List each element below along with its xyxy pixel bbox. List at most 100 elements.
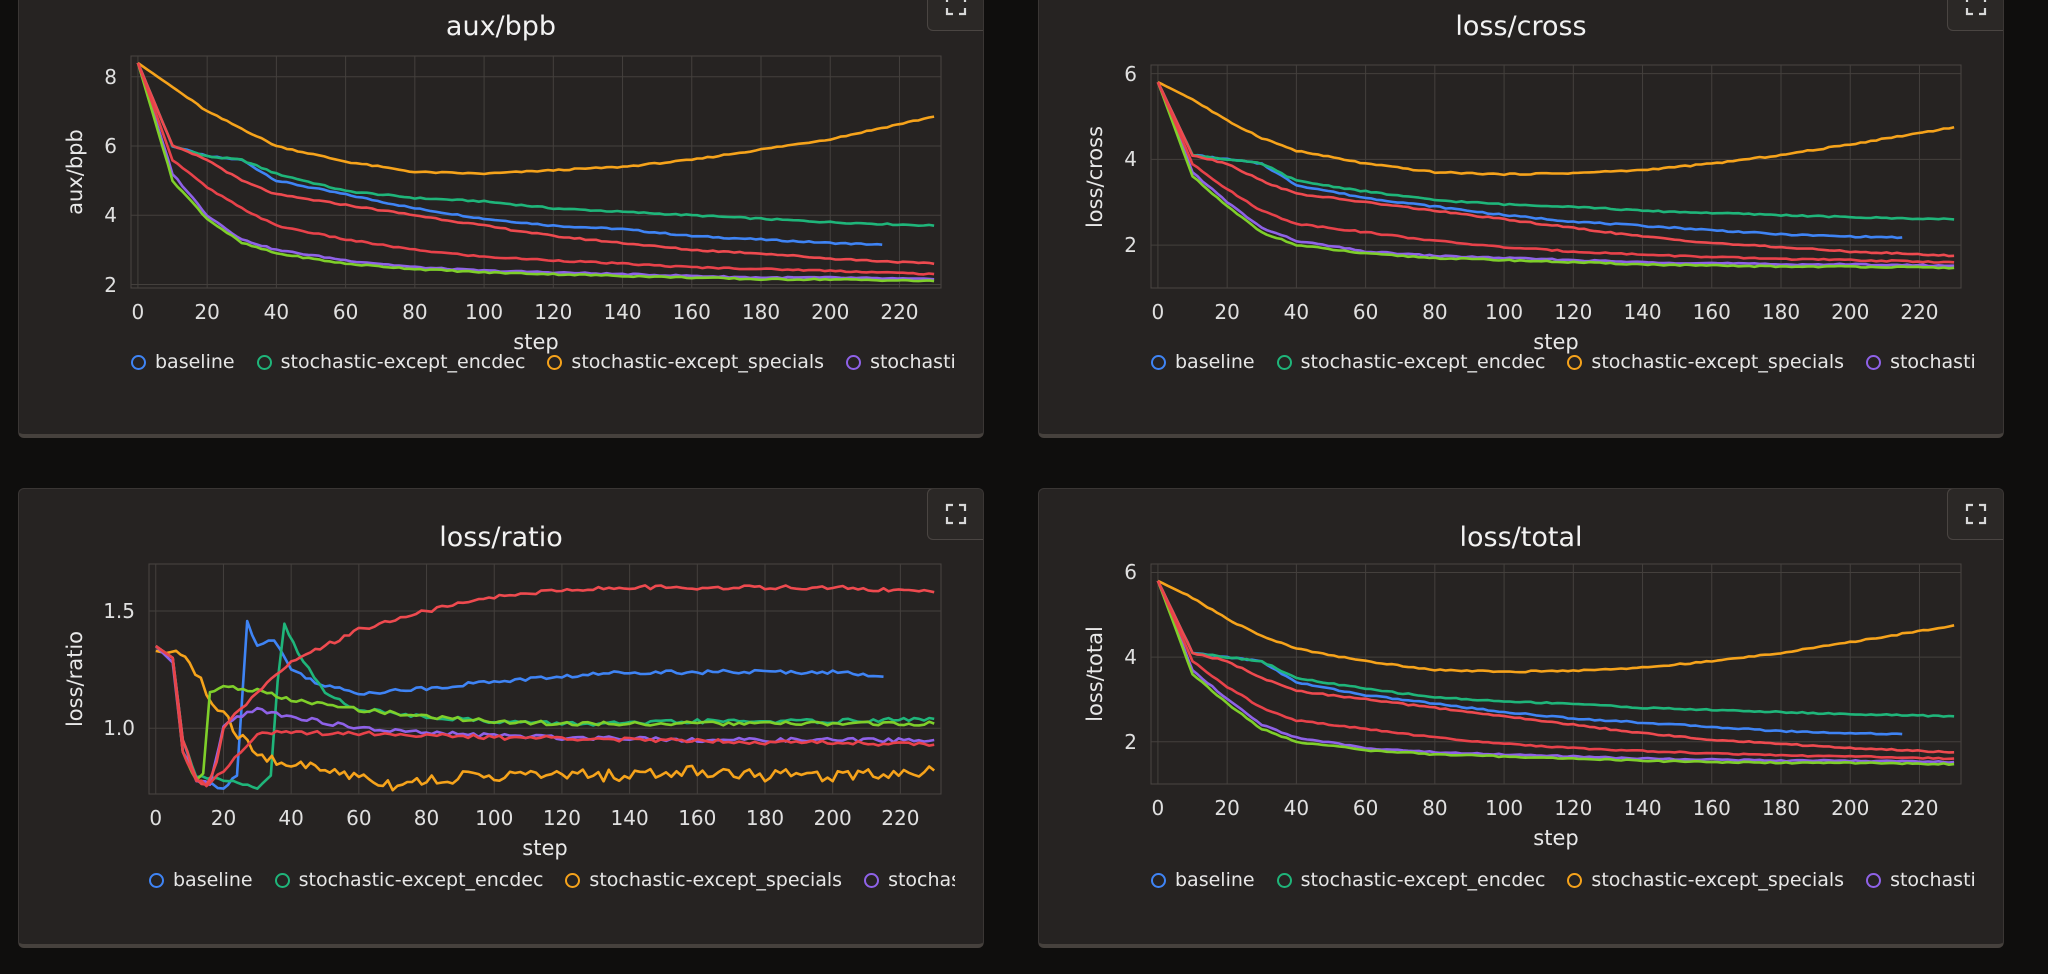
series-line — [137, 61, 935, 176]
legend-item[interactable]: stochastic-except_encdec — [1276, 869, 1545, 891]
series-line — [136, 62, 935, 281]
legend-label: stochastic-except_specials — [1591, 869, 1845, 891]
series-line — [136, 62, 935, 227]
x-tick-label: 100 — [475, 806, 514, 830]
expand-button[interactable] — [1947, 489, 2003, 540]
legend-item[interactable]: baseline — [131, 351, 235, 373]
chart-panel-loss-cross: loss/cross loss/cross step 0 20 40 60 80 100 120 1… — [1038, 0, 2004, 438]
legend-label: stochastic-except_encdec — [1300, 351, 1546, 373]
legend-circle-icon — [1866, 354, 1882, 370]
series-line — [136, 62, 935, 276]
x-tick-label: 200 — [811, 300, 850, 324]
x-tick-label: 120 — [542, 806, 582, 830]
series-line — [1156, 81, 1955, 258]
legend: baseline stochastic-except_encdec stochast… — [1151, 351, 1975, 373]
plot-area — [148, 563, 942, 795]
chart-title: loss/ratio — [439, 522, 563, 553]
legend-item[interactable]: stochastic-except_specials — [565, 869, 842, 891]
legend-circle-icon — [1151, 354, 1166, 370]
series-line — [1156, 81, 1955, 270]
x-tick-label: 200 — [813, 806, 852, 830]
legend-item[interactable]: stochastic-except_encdec — [1276, 351, 1546, 373]
y-tick-label: 6 — [1124, 560, 1137, 585]
x-tick-label: 0 — [1151, 796, 1165, 820]
fullscreen-icon — [945, 503, 966, 525]
x-tick-label: 220 — [881, 806, 920, 830]
y-tick-label: 1.0 — [103, 716, 135, 741]
legend-item[interactable]: stochastic-except_specials — [1567, 351, 1844, 373]
x-tick-label: 220 — [880, 300, 919, 324]
legend-label: stochastic-except_specials — [1591, 351, 1845, 373]
legend-item[interactable]: stochastic — [864, 869, 955, 891]
x-tick-label: 160 — [672, 300, 711, 324]
y-axis-label: loss/cross — [1083, 125, 1107, 228]
x-tick-label: 40 — [263, 300, 290, 324]
legend-label: baseline — [155, 351, 235, 373]
legend-item[interactable]: stochastic-except_encdec — [274, 869, 543, 891]
x-tick-label: 80 — [402, 300, 428, 324]
legend-item[interactable]: baseline — [149, 869, 253, 891]
x-tick-label: 60 — [332, 300, 359, 324]
x-tick-label: 40 — [1283, 300, 1310, 324]
x-tick-label: 0 — [149, 806, 163, 830]
legend: baseline stochastic-except_encdec stochast… — [131, 351, 955, 373]
x-tick-label: 100 — [1484, 796, 1524, 820]
chart-panel-loss-total: loss/total loss/total step 0 20 40 60 80 100 120 1… — [1038, 488, 2004, 948]
legend-label: stochastic-except_specials — [571, 351, 825, 373]
x-tick-label: 160 — [1692, 300, 1731, 324]
x-tick-label: 120 — [1554, 796, 1593, 820]
x-tick-label: 140 — [1623, 796, 1662, 820]
legend-item[interactable]: stochastic-fp — [846, 351, 955, 373]
x-tick-label: 180 — [741, 300, 781, 324]
legend: baseline stochastic-except_encdec stochast… — [149, 869, 955, 891]
y-axis-label: loss/total — [1083, 626, 1107, 722]
x-tick-label: 200 — [1831, 796, 1870, 820]
x-tick-label: 100 — [464, 300, 504, 324]
plot-frame — [130, 55, 942, 289]
chart-title: aux/bpb — [445, 11, 557, 42]
x-tick-label: 40 — [278, 806, 304, 830]
x-tick-label: 140 — [610, 806, 649, 830]
x-tick-label: 60 — [1352, 796, 1379, 820]
legend-item[interactable]: baseline — [1151, 351, 1255, 373]
x-tick-label: 80 — [413, 806, 440, 830]
x-tick-label: 120 — [534, 300, 573, 324]
x-tick-label: 140 — [1623, 300, 1662, 324]
series-line — [155, 645, 935, 788]
legend-label: stochastic-except_specials — [589, 869, 843, 891]
legend-item[interactable]: baseline — [1151, 869, 1255, 891]
legend-item[interactable]: stochastic-fp — [1866, 351, 1975, 373]
x-tick-label: 180 — [745, 806, 785, 830]
legend-label: stochastic — [888, 869, 955, 891]
series-line — [154, 645, 935, 786]
expand-button[interactable] — [1947, 0, 2003, 31]
legend-label: baseline — [173, 869, 253, 891]
legend-item[interactable]: stochastic-except_specials — [547, 351, 824, 373]
x-tick-label: 40 — [1283, 796, 1310, 820]
legend: baseline stochastic-except_encdec stochast… — [1151, 869, 1975, 891]
series-line — [1156, 580, 1955, 761]
x-tick-label: 180 — [1761, 300, 1801, 324]
expand-button[interactable] — [927, 489, 983, 540]
legend-label: stochastic-fp — [1890, 869, 1975, 891]
series-line — [1156, 580, 1955, 718]
y-tick-label: 4 — [1124, 645, 1137, 670]
y-tick-label: 4 — [104, 203, 117, 228]
chart-panel-aux-bpb: aux/bpb aux/bpb step 0 20 40 60 80 100 120 140 160 1… — [18, 0, 984, 438]
x-tick-label: 80 — [1422, 796, 1448, 820]
legend-circle-icon — [547, 354, 563, 370]
legend-circle-icon — [1276, 354, 1292, 370]
x-tick-label: 20 — [1214, 300, 1240, 324]
plot-area — [130, 55, 942, 289]
legend-circle-icon — [256, 354, 272, 370]
expand-button[interactable] — [927, 0, 983, 31]
x-tick-label: 20 — [1214, 796, 1240, 820]
legend-circle-icon — [1151, 872, 1166, 888]
legend-item[interactable]: stochastic-fp — [1866, 869, 1975, 891]
series-line — [1156, 81, 1955, 268]
legend-item[interactable]: stochastic-except_encdec — [256, 351, 525, 373]
series-line — [1157, 81, 1955, 177]
fullscreen-icon — [1965, 503, 1986, 525]
legend-circle-icon — [1276, 872, 1292, 888]
legend-item[interactable]: stochastic-except_specials — [1567, 869, 1844, 891]
